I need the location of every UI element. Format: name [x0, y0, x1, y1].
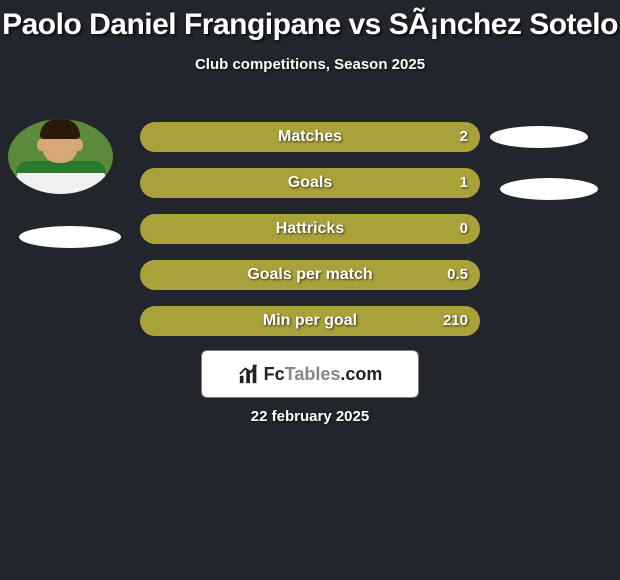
bar-goals-per-match: Goals per match 0.5 [140, 260, 480, 290]
logo-fc: Fc [264, 364, 285, 384]
bar-label: Min per goal [140, 306, 480, 336]
logo-tables: Tables [285, 364, 341, 384]
bar-hattricks: Hattricks 0 [140, 214, 480, 244]
logo-text: FcTables.com [264, 364, 383, 385]
page-title: Paolo Daniel Frangipane vs SÃ¡nchez Sote… [0, 0, 620, 42]
bar-min-per-goal: Min per goal 210 [140, 306, 480, 336]
bar-label: Goals per match [140, 260, 480, 290]
player1-photo [8, 119, 113, 194]
bar-value: 0 [460, 214, 468, 244]
player2-shadow-top [490, 126, 588, 148]
player1-shadow [19, 226, 121, 248]
bar-matches: Matches 2 [140, 122, 480, 152]
bar-value: 210 [443, 306, 468, 336]
fctables-logo: FcTables.com [201, 350, 419, 398]
stat-bars: Matches 2 Goals 1 Hattricks 0 Goals per … [140, 122, 480, 352]
footer-date: 22 february 2025 [0, 408, 620, 425]
bar-value: 2 [460, 122, 468, 152]
bar-goals: Goals 1 [140, 168, 480, 198]
logo-com: .com [340, 364, 382, 384]
bar-label: Goals [140, 168, 480, 198]
bar-value: 1 [460, 168, 468, 198]
bar-value: 0.5 [447, 260, 468, 290]
chart-icon [238, 363, 260, 385]
player2-shadow-bottom [500, 178, 598, 200]
bar-label: Hattricks [140, 214, 480, 244]
bar-label: Matches [140, 122, 480, 152]
page-subtitle: Club competitions, Season 2025 [0, 56, 620, 73]
